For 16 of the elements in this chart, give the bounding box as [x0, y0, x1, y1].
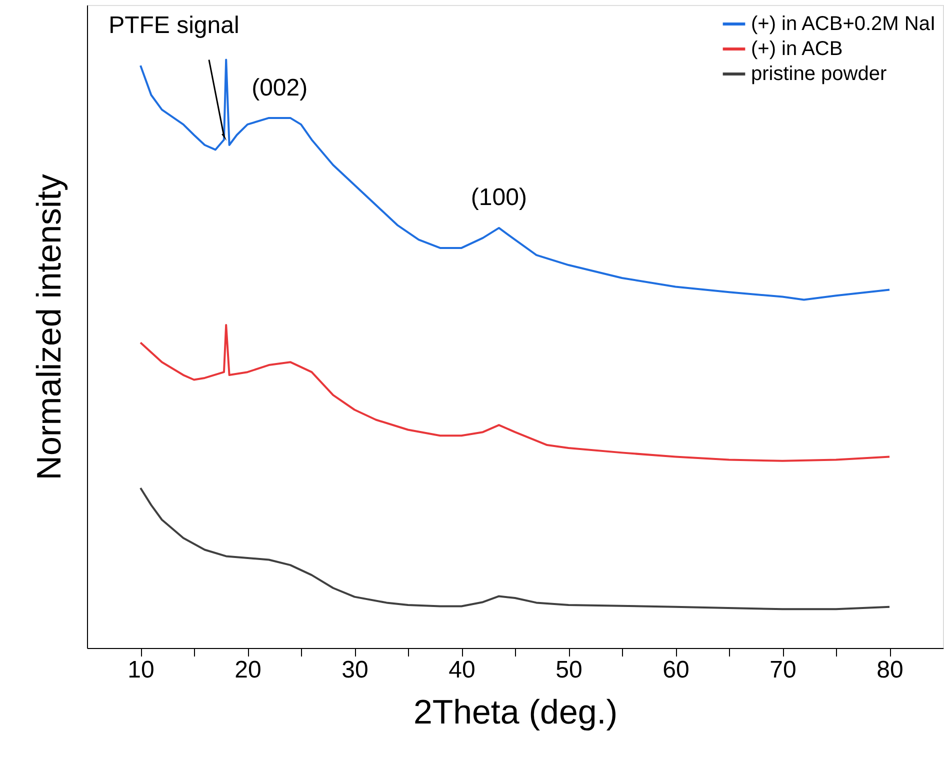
legend-label: (+) in ACB: [751, 38, 843, 60]
x-tick-label: 10: [128, 656, 154, 684]
x-tick-label: 40: [448, 656, 476, 684]
x-tick-label: 50: [556, 656, 582, 684]
annotation: (002): [252, 74, 308, 102]
x-axis-title: 2Theta (deg.): [413, 694, 618, 732]
x-tick-label: 20: [234, 656, 262, 684]
x-tick-label: 80: [876, 656, 904, 684]
legend-label: pristine powder: [751, 63, 887, 85]
y-axis-title: Normalized intensity: [30, 174, 68, 480]
annotation: PTFE signal: [108, 12, 240, 40]
x-tick-label: 30: [342, 656, 368, 684]
x-tick-label: 60: [662, 656, 690, 684]
x-tick-label: 70: [770, 656, 796, 684]
legend-label: (+) in ACB+0.2M NaI: [751, 13, 936, 35]
annotation: (100): [470, 184, 527, 211]
